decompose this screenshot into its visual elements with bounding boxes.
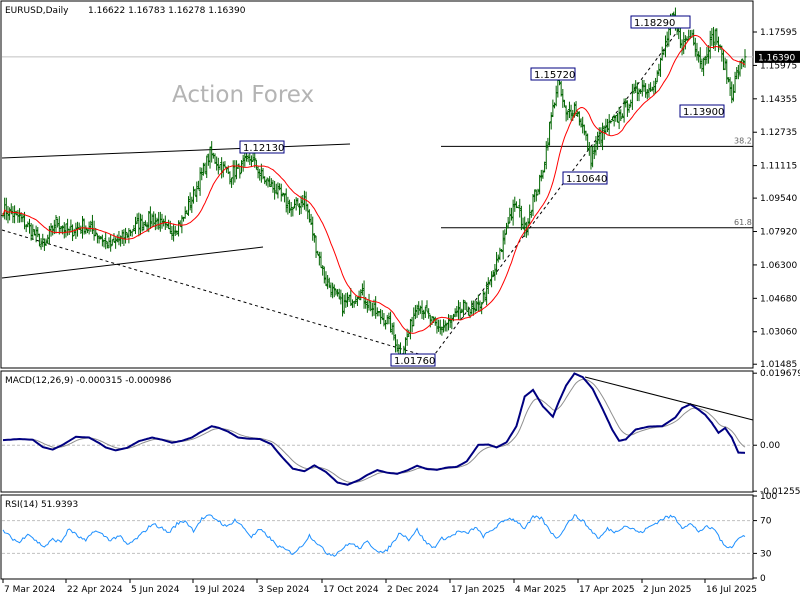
price-bar bbox=[427, 308, 431, 319]
rsi-tick-label: 0 bbox=[760, 574, 766, 584]
date-tick-label: 16 Jul 2025 bbox=[706, 585, 757, 595]
watermark: Action Forex bbox=[172, 82, 314, 108]
fibonacci-level-label: 61.8 bbox=[734, 218, 752, 227]
date-tick-label: 22 Apr 2024 bbox=[67, 585, 123, 595]
rsi-axis: 100 70 30 0 bbox=[753, 492, 777, 584]
price-plot-area: 38.2 61.8 1.18290 1.15720 1.13900 1.12130 1.10… bbox=[1, 7, 753, 367]
macd-tick-label: 0.019679 bbox=[760, 369, 800, 379]
date-tick-label: 17 Oct 2024 bbox=[323, 585, 379, 595]
price-tick-label: 1.04680 bbox=[760, 294, 797, 304]
price-tick-label: 1.17595 bbox=[760, 28, 797, 38]
date-tick-label: 17 Apr 2025 bbox=[579, 585, 635, 595]
price-annotation-label: 1.10640 bbox=[566, 174, 607, 185]
lower-trendline bbox=[1, 246, 264, 279]
rsi-tick-label: 70 bbox=[760, 517, 772, 527]
price-annotation-box bbox=[239, 140, 285, 154]
price-tick-label: 1.12735 bbox=[760, 128, 797, 138]
macd-main-line bbox=[2, 372, 746, 486]
date-tick-label: 19 Jul 2024 bbox=[194, 585, 245, 595]
price-tick-label: 1.01485 bbox=[760, 360, 797, 370]
price-annotation-label: 1.01760 bbox=[394, 356, 435, 367]
macd-tick-label: -0.012552 bbox=[760, 487, 800, 497]
macd-plot-area bbox=[2, 372, 754, 486]
macd-panel-frame bbox=[0, 370, 754, 493]
price-bar bbox=[54, 215, 58, 234]
date-tick-label: 2 Jun 2025 bbox=[643, 585, 691, 595]
macd-axis: 0.019679 0.00 -0.012552 bbox=[753, 369, 800, 497]
moving-average-line bbox=[2, 34, 746, 334]
price-annotation-box bbox=[530, 67, 576, 81]
price-bar bbox=[480, 302, 484, 315]
price-annotation-box bbox=[390, 353, 436, 367]
date-tick-label: 7 Mar 2024 bbox=[4, 585, 56, 595]
price-panel-frame bbox=[0, 0, 754, 369]
price-bar bbox=[124, 227, 128, 244]
rsi-plot-area bbox=[2, 514, 753, 557]
price-annotation-label: 1.12130 bbox=[243, 143, 284, 154]
price-bar bbox=[291, 207, 295, 217]
date-tick-label: 17 Jan 2025 bbox=[451, 585, 505, 595]
macd-trendline bbox=[584, 376, 754, 421]
price-annotation-box bbox=[562, 171, 608, 185]
price-tick-label: 1.03060 bbox=[760, 328, 797, 338]
price-tick-label: 1.06300 bbox=[760, 261, 797, 271]
price-bar bbox=[627, 103, 631, 113]
price-tick-label: 1.11115 bbox=[760, 162, 797, 172]
price-panel-ohlc: 1.16622 1.16783 1.16278 1.16390 bbox=[88, 6, 246, 16]
price-tick-label: 1.07920 bbox=[760, 228, 797, 238]
price-bar bbox=[104, 232, 108, 250]
price-bar bbox=[619, 109, 623, 122]
price-annotation-label: 1.18290 bbox=[634, 18, 675, 29]
rsi-line bbox=[2, 514, 746, 557]
macd-panel-title: MACD(12,26,9) -0.000315 -0.000986 bbox=[5, 376, 172, 386]
price-annotation-box bbox=[679, 104, 725, 118]
price-bar bbox=[236, 163, 240, 169]
price-annotation-box bbox=[630, 15, 691, 29]
date-tick-label: 4 Mar 2025 bbox=[515, 585, 566, 595]
price-annotation-label: 1.13900 bbox=[683, 107, 724, 118]
price-bar bbox=[506, 217, 510, 229]
price-bar bbox=[109, 234, 113, 252]
price-bar bbox=[609, 120, 613, 124]
date-tick-label: 5 Jun 2024 bbox=[131, 585, 180, 595]
dashed-support-line bbox=[1, 229, 433, 359]
price-axis: 1.17595 1.15975 1.14355 1.12735 1.11115 1.095… bbox=[753, 28, 800, 370]
rsi-tick-label: 30 bbox=[760, 549, 772, 559]
price-annotation-label: 1.15720 bbox=[534, 70, 575, 81]
date-tick-label: 3 Sep 2024 bbox=[258, 585, 310, 595]
price-panel-symbol: EURUSD,Daily bbox=[5, 6, 69, 16]
price-bar bbox=[84, 225, 88, 235]
price-bar bbox=[289, 201, 293, 217]
price-tick-label: 1.09540 bbox=[760, 194, 797, 204]
date-axis: 7 Mar 2024 22 Apr 2024 5 Jun 2024 19 Jul 20… bbox=[2, 579, 757, 595]
price-bar bbox=[654, 77, 658, 94]
price-tick-label: 1.14355 bbox=[760, 95, 797, 105]
date-tick-label: 2 Dec 2024 bbox=[387, 585, 439, 595]
price-tick-label: 1.15975 bbox=[760, 61, 797, 71]
dashed-swing-line bbox=[431, 19, 687, 359]
rsi-panel-frame bbox=[0, 494, 754, 580]
current-price-label: 1.16390 bbox=[758, 53, 795, 63]
macd-tick-label: 0.00 bbox=[760, 441, 780, 451]
price-bar bbox=[281, 192, 285, 197]
rsi-tick-label: 100 bbox=[760, 492, 777, 502]
upper-trendline bbox=[1, 143, 351, 159]
current-price-badge bbox=[755, 50, 800, 63]
fibonacci-level-label: 38.2 bbox=[734, 136, 752, 145]
rsi-panel-title: RSI(14) 51.9393 bbox=[5, 500, 78, 510]
